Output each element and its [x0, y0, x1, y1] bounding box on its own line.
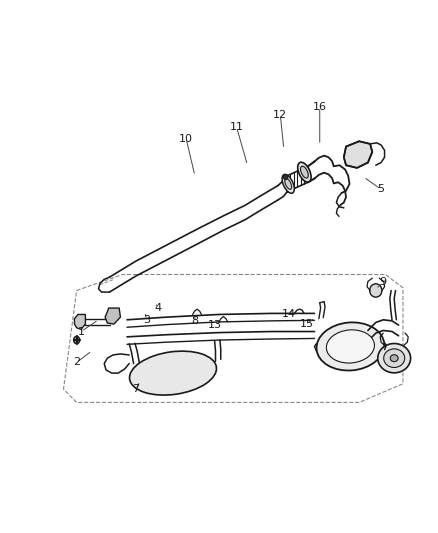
Ellipse shape: [317, 322, 384, 370]
Text: 9: 9: [380, 278, 387, 287]
Ellipse shape: [283, 174, 288, 180]
Ellipse shape: [130, 351, 216, 395]
Text: 1: 1: [78, 327, 85, 336]
Ellipse shape: [384, 349, 405, 368]
Text: 3: 3: [143, 315, 150, 325]
Ellipse shape: [300, 166, 308, 178]
Text: 12: 12: [273, 110, 287, 119]
Ellipse shape: [74, 336, 80, 344]
Polygon shape: [105, 308, 120, 324]
Text: 11: 11: [230, 122, 244, 132]
Ellipse shape: [390, 355, 398, 361]
Text: 7: 7: [132, 384, 139, 394]
Text: 10: 10: [179, 134, 193, 143]
Text: 14: 14: [282, 310, 296, 319]
Polygon shape: [344, 141, 372, 168]
Text: 8: 8: [191, 317, 198, 326]
Ellipse shape: [282, 174, 294, 193]
Text: 15: 15: [300, 319, 314, 329]
Ellipse shape: [378, 344, 411, 373]
Text: 2: 2: [73, 358, 80, 367]
Text: 5: 5: [378, 184, 385, 194]
Ellipse shape: [326, 330, 374, 363]
Text: 13: 13: [208, 320, 222, 330]
Ellipse shape: [370, 284, 382, 297]
Text: 4: 4: [154, 303, 161, 313]
Text: 16: 16: [313, 102, 327, 111]
Ellipse shape: [285, 179, 292, 189]
Ellipse shape: [298, 162, 311, 182]
Polygon shape: [74, 314, 85, 329]
